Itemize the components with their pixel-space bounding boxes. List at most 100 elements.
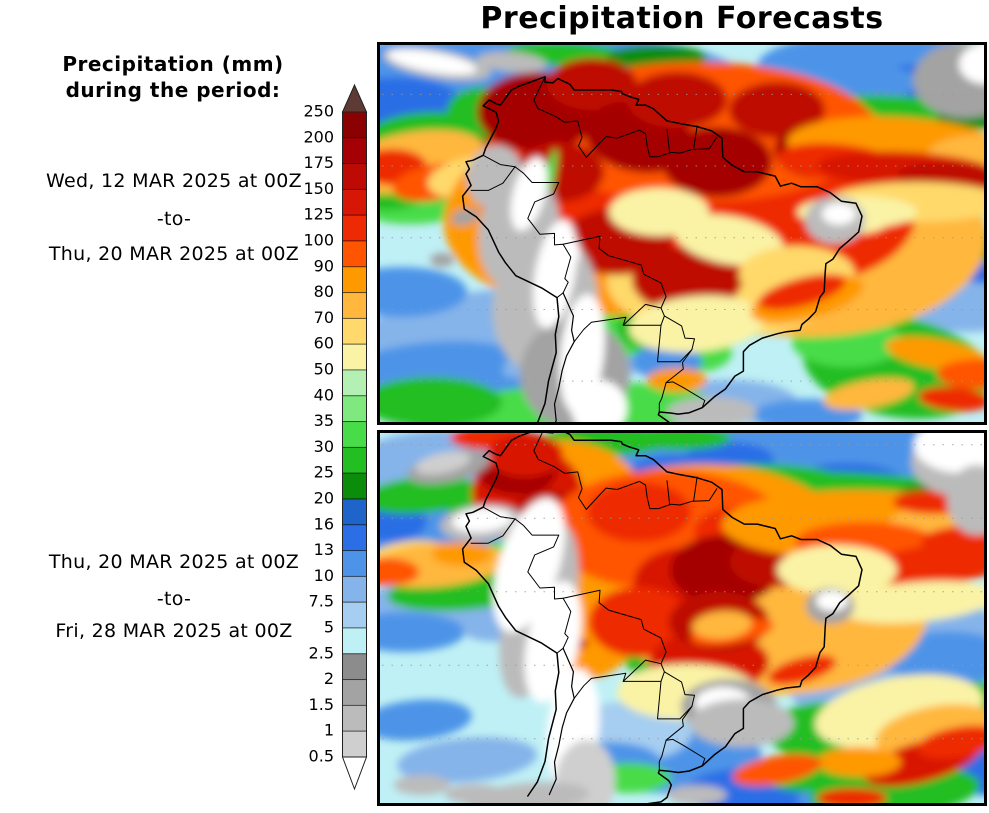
colorbar-outline xyxy=(342,111,367,758)
colorbar-tick-label: 7.5 xyxy=(309,592,334,611)
colorbar-tick-label: 20 xyxy=(314,489,334,508)
country-border xyxy=(665,381,706,409)
period2-start-date: Thu, 20 MAR 2025 at 00Z xyxy=(48,551,300,573)
country-border xyxy=(657,671,695,720)
forecast-map-panel-2 xyxy=(377,430,987,806)
colorbar-segment xyxy=(342,266,367,294)
country-border xyxy=(693,476,698,502)
country-border xyxy=(533,76,587,158)
country-border xyxy=(622,303,662,326)
country-border xyxy=(665,738,706,767)
country-border xyxy=(666,129,671,153)
colorbar-segment xyxy=(342,343,367,371)
colorbar-tick-label: 150 xyxy=(303,179,334,198)
country-border xyxy=(666,480,671,505)
colorbar-segment xyxy=(342,137,367,165)
colorbar-tick-label: 125 xyxy=(303,205,334,224)
colorbar-tick-label: 25 xyxy=(314,463,334,482)
country-border xyxy=(482,506,572,649)
period1-start-date: Wed, 12 MAR 2025 at 00Z xyxy=(46,170,302,192)
colorbar-segment xyxy=(342,188,367,216)
coastline-borders xyxy=(461,76,863,425)
colorbar-segment xyxy=(342,317,367,345)
colorbar-above-max-arrow xyxy=(341,83,368,113)
colorbar-tick-label: 80 xyxy=(314,282,334,301)
country-border xyxy=(470,518,516,544)
coastline-west xyxy=(461,99,560,425)
country-border xyxy=(693,125,698,150)
colorbar-segment xyxy=(342,240,367,268)
colorbar-heading-line1: Precipitation (mm) xyxy=(62,52,284,76)
colorbar-tick-label: 200 xyxy=(303,127,334,146)
colorbar-tick-label: 40 xyxy=(314,385,334,404)
country-border xyxy=(556,647,564,654)
period2-end-date: Fri, 28 MAR 2025 at 00Z xyxy=(55,620,293,642)
colorbar-tick-label: 90 xyxy=(314,256,334,275)
colorbar-tick-label: 1.5 xyxy=(309,695,334,714)
colorbar-segment xyxy=(342,730,367,758)
colorbar-tick-label: 2.5 xyxy=(309,643,334,662)
colorbar-segment xyxy=(342,498,367,526)
colorbar-heading-line2: during the period: xyxy=(65,78,281,102)
country-border xyxy=(533,430,587,510)
colorbar-segment xyxy=(342,575,367,603)
colorbar-segment xyxy=(342,292,367,319)
coastline-borders xyxy=(461,430,863,806)
map-frame xyxy=(377,430,987,806)
colorbar-segment xyxy=(342,653,367,681)
forecast-map-panel-1 xyxy=(377,42,987,425)
colorbar-segment xyxy=(342,111,367,139)
country-border xyxy=(622,659,662,682)
colorbar-segment xyxy=(342,421,367,448)
precipitation-field xyxy=(377,430,987,806)
colorbar-tick-label: 30 xyxy=(314,437,334,456)
colorbar-tick-label: 175 xyxy=(303,153,334,172)
colorbar-segment xyxy=(342,214,367,242)
page-title: Precipitation Forecasts xyxy=(480,1,884,36)
colorbar-tick-label: 13 xyxy=(314,540,334,559)
colorbar-below-min-arrow xyxy=(341,756,368,791)
colorbar-tick-label: 10 xyxy=(314,566,334,585)
country-border xyxy=(657,315,695,363)
colorbar-segment xyxy=(342,472,367,500)
colorbar-tick-label: 16 xyxy=(314,514,334,533)
precipitation-colorbar: 250 200 175 150 125 100 90 80 70 60 50 40 35 30 25 20 16… xyxy=(280,80,390,802)
coastline-east xyxy=(488,430,863,806)
colorbar-segment xyxy=(342,446,367,474)
country-border xyxy=(470,166,516,191)
period1-end-date: Thu, 20 MAR 2025 at 00Z xyxy=(48,243,300,265)
country-border xyxy=(482,154,572,294)
precipitation-field xyxy=(377,42,987,425)
colorbar-tick-label: 0.5 xyxy=(309,747,334,766)
colorbar-segment xyxy=(342,679,367,706)
colorbar-tick-label: 50 xyxy=(314,360,334,379)
map-frame xyxy=(377,42,987,425)
colorbar-segment xyxy=(342,163,367,190)
colorbar-segment xyxy=(342,524,367,552)
colorbar-tick-label: 60 xyxy=(314,334,334,353)
andes-border-line xyxy=(548,647,575,796)
coastline-west xyxy=(461,449,560,797)
country-border xyxy=(585,129,718,158)
colorbar-segment xyxy=(342,395,367,423)
country-border xyxy=(562,589,667,699)
colorbar-heading: Precipitation (mm) during the period: xyxy=(8,51,338,103)
colorbar-tick-label: 1 xyxy=(324,721,334,740)
coastline-east xyxy=(488,76,863,425)
colorbar-tick-label: 5 xyxy=(324,618,334,637)
colorbar-tick-label: 100 xyxy=(303,231,334,250)
colorbar-tick-label: 35 xyxy=(314,411,334,430)
country-border xyxy=(562,235,667,343)
colorbar-segment xyxy=(342,601,367,629)
country-border xyxy=(556,292,564,299)
colorbar-segment xyxy=(342,369,367,397)
andes-border-line xyxy=(553,292,575,425)
colorbar-segment xyxy=(342,550,367,577)
period1-separator: -to- xyxy=(156,208,192,230)
colorbar-segment xyxy=(342,704,367,732)
colorbar-segment xyxy=(342,627,367,655)
colorbar-tick-label: 250 xyxy=(303,102,334,121)
period2-separator: -to- xyxy=(156,588,192,610)
country-border xyxy=(585,480,718,510)
